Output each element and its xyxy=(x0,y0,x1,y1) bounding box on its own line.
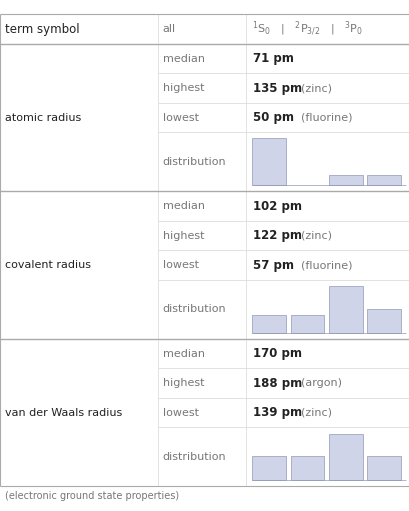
Text: 139 pm: 139 pm xyxy=(253,406,302,419)
Bar xyxy=(328,433,362,480)
Text: median: median xyxy=(162,54,204,63)
Text: (electronic ground state properties): (electronic ground state properties) xyxy=(5,491,179,501)
Text: atomic radius: atomic radius xyxy=(5,112,81,123)
Bar xyxy=(252,138,285,185)
Bar xyxy=(328,286,362,333)
Bar xyxy=(290,456,324,480)
Bar xyxy=(366,309,400,333)
Bar xyxy=(328,175,362,185)
Bar xyxy=(252,456,285,480)
Text: $\mathregular{^1S_0}$   |   $\mathregular{^2P_{3/2}}$   |   $\mathregular{^3P_0}: $\mathregular{^1S_0}$ | $\mathregular{^2… xyxy=(252,20,362,38)
Text: term symbol: term symbol xyxy=(5,22,79,36)
Text: lowest: lowest xyxy=(162,260,198,270)
Bar xyxy=(366,175,400,185)
Text: distribution: distribution xyxy=(162,157,226,167)
Text: 57 pm: 57 pm xyxy=(253,259,294,272)
Text: (zinc): (zinc) xyxy=(300,230,331,241)
Text: distribution: distribution xyxy=(162,452,226,462)
Text: lowest: lowest xyxy=(162,408,198,417)
Text: distribution: distribution xyxy=(162,305,226,314)
Text: 102 pm: 102 pm xyxy=(253,200,302,213)
Text: (argon): (argon) xyxy=(300,378,341,388)
Text: 170 pm: 170 pm xyxy=(253,347,302,360)
Text: covalent radius: covalent radius xyxy=(5,260,91,270)
Bar xyxy=(290,315,324,333)
Text: (fluorine): (fluorine) xyxy=(300,112,351,123)
Text: highest: highest xyxy=(162,230,204,241)
Text: highest: highest xyxy=(162,83,204,93)
Bar xyxy=(366,456,400,480)
Text: 135 pm: 135 pm xyxy=(253,82,302,95)
Text: highest: highest xyxy=(162,378,204,388)
Text: all: all xyxy=(162,24,175,34)
Text: (zinc): (zinc) xyxy=(300,408,331,417)
Text: (fluorine): (fluorine) xyxy=(300,260,351,270)
Text: 122 pm: 122 pm xyxy=(253,229,302,242)
Text: median: median xyxy=(162,349,204,359)
Text: (zinc): (zinc) xyxy=(300,83,331,93)
Text: lowest: lowest xyxy=(162,112,198,123)
Text: 71 pm: 71 pm xyxy=(253,52,294,65)
Text: median: median xyxy=(162,201,204,211)
Bar xyxy=(252,315,285,333)
Text: 50 pm: 50 pm xyxy=(253,111,294,124)
Text: van der Waals radius: van der Waals radius xyxy=(5,408,122,417)
Text: 188 pm: 188 pm xyxy=(253,377,302,390)
